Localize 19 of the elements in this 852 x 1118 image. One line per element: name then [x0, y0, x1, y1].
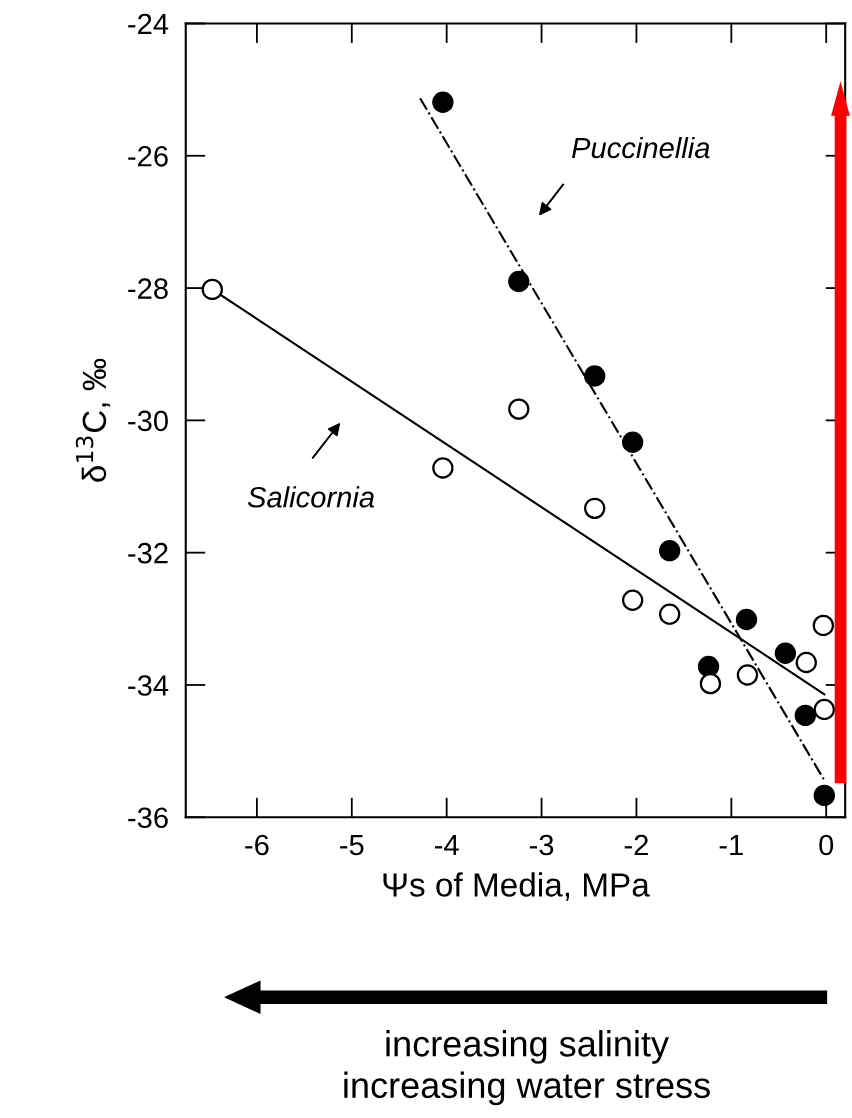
annotation: Puccinellia: [571, 136, 710, 159]
y-axis-title: δ$^{13}$C, ‰: [75, 358, 111, 482]
x-tick-label: -6: [245, 834, 269, 856]
x-tick-label: 0: [819, 834, 834, 856]
y-tick-label: -26: [128, 145, 168, 167]
x-axis-title: Ψs of Media, MPa: [383, 872, 650, 901]
x-tick-label: -1: [719, 835, 743, 856]
y-tick-label: -34: [128, 675, 169, 696]
x-tick-label: -4: [435, 835, 459, 856]
annotation: Salicornia: [247, 486, 375, 508]
y-tick-label: -24: [128, 13, 169, 35]
x-tick-label: -2: [624, 834, 648, 856]
y-tick-label: -36: [128, 807, 168, 829]
text: increasing salinity increasing water stress: [344, 1030, 710, 1106]
y-tick-label: -30: [128, 410, 168, 432]
y-tick-label: -28: [128, 278, 168, 299]
x-tick-label: -5: [340, 835, 364, 856]
x-tick-label: -3: [529, 834, 554, 856]
y-tick-label: -32: [128, 542, 168, 564]
